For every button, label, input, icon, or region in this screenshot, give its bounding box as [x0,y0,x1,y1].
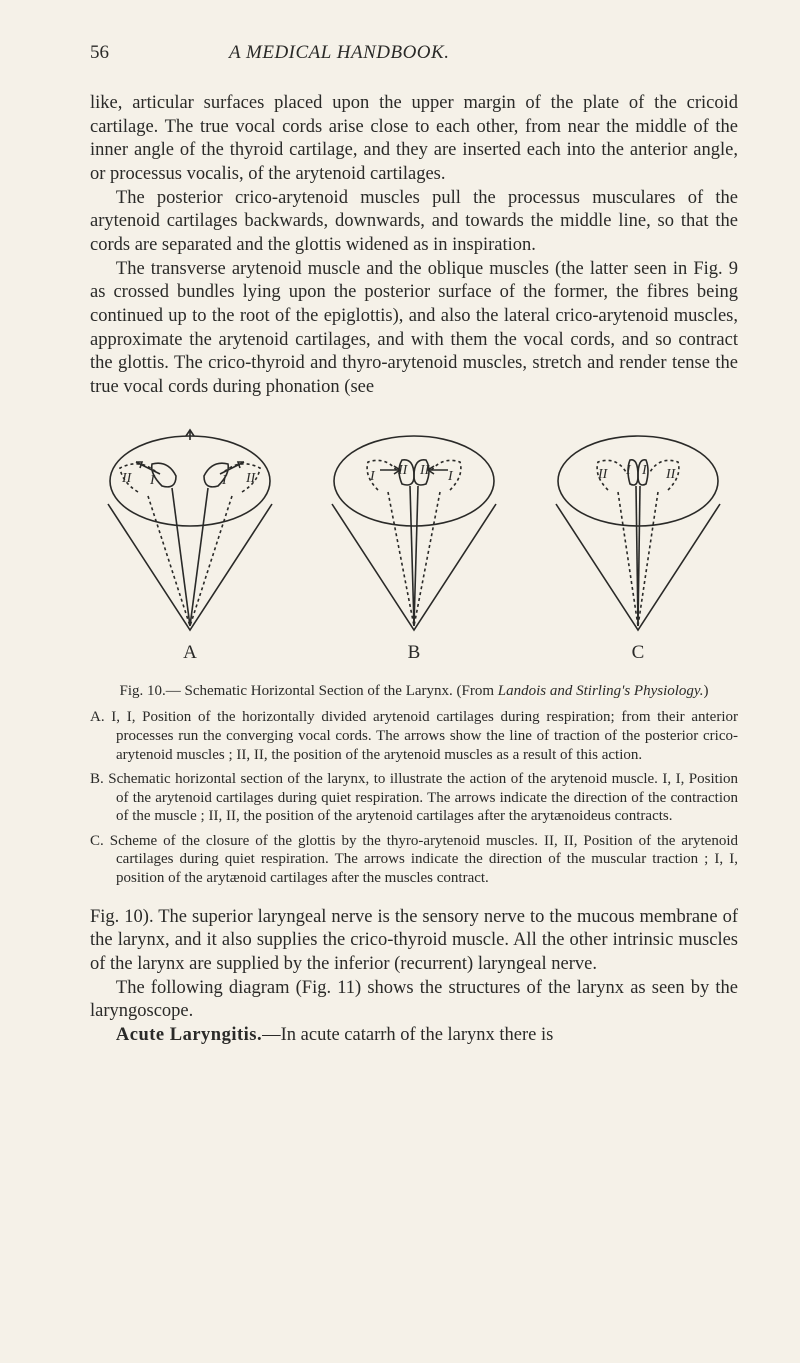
paragraph-5: The following diagram (Fig. 11) shows th… [90,977,738,1024]
caption-item-a: A. I, I, Position of the horizontally di… [90,708,738,764]
section-heading-acute-laryngitis: Acute Laryngitis. [116,1025,262,1045]
label-c-II-right: II [665,467,677,482]
label-c-I-left: I [625,463,632,478]
panel-a-label: A [90,642,290,664]
figure-row: I I II II A [90,426,738,664]
paragraph-6: Acute Laryngitis.—In acute catarrh of th… [90,1024,738,1048]
paragraph-3: The transverse arytenoid muscle and the … [90,258,738,400]
label-a-II-left: II [121,471,133,486]
figure-panel-c: II II I I C [538,426,738,664]
page-number: 56 [90,42,109,64]
caption-main-a: Fig. 10.— Schematic Horizontal Section o… [120,683,498,699]
figure-b-svg: I I II II [314,426,514,636]
paragraph-6-rest: —In acute catarrh of the larynx there is [262,1025,553,1045]
panel-c-label: C [538,642,738,664]
running-title: A MEDICAL HANDBOOK. [229,42,449,64]
body-after-figure: Fig. 10). The superior laryngeal nerve i… [90,906,738,1048]
caption-main-c: ) [704,683,709,699]
body-text: like, articular surfaces placed upon the… [90,92,738,400]
figure-a-svg: I I II II [90,426,290,636]
running-head: 56 A MEDICAL HANDBOOK. [90,42,738,64]
figure-panel-b: I I II II B [314,426,514,664]
panel-b-label: B [314,642,514,664]
caption-item-b: B. Schematic horizontal section of the l… [90,770,738,826]
label-c-II-left: II [597,467,609,482]
label-b-II-right: II [419,463,431,478]
label-b-I-right: I [447,469,454,484]
caption-item-c: C. Scheme of the closure of the glottis … [90,832,738,888]
label-b-I-left: I [369,469,376,484]
paragraph-4: Fig. 10). The superior laryngeal nerve i… [90,906,738,977]
caption-main-b: Landois and Stirling's Physiology. [498,683,704,699]
figure-c-svg: II II I I [538,426,738,636]
figure-panel-a: I I II II A [90,426,290,664]
label-a-I-left: I [149,473,156,488]
label-b-II-left: II [397,463,409,478]
paragraph-1: like, articular surfaces placed upon the… [90,92,738,187]
label-a-II-right: II [245,471,257,486]
caption-main: Fig. 10.— Schematic Horizontal Section o… [90,682,738,701]
figure-caption: Fig. 10.— Schematic Horizontal Section o… [90,682,738,888]
paragraph-2: The posterior crico-arytenoid muscles pu… [90,187,738,258]
page: 56 A MEDICAL HANDBOOK. like, articular s… [0,0,800,1363]
